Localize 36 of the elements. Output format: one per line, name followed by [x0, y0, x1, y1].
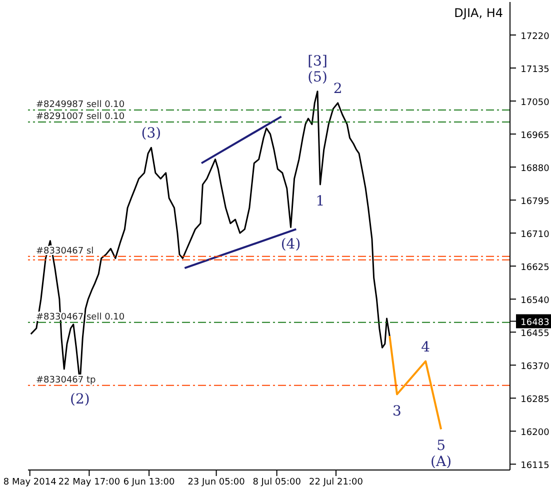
y-tick-label: 16795: [520, 197, 550, 208]
annotation: (2): [70, 392, 90, 408]
annotation: (4): [280, 236, 301, 252]
annotation: (5): [308, 69, 328, 86]
y-tick-label: 16115: [520, 461, 550, 472]
x-tick-label: 22 May 17:00: [58, 477, 120, 488]
annotation: 1: [316, 194, 325, 210]
ref-line-label: #8291007 sell 0.10: [36, 112, 125, 122]
annotation: 5: [436, 438, 446, 454]
x-tick-label: 6 Jun 13:00: [123, 477, 176, 488]
y-tick-label: 16483: [520, 318, 550, 328]
annotation: (A): [430, 454, 452, 470]
y-tick-label: 16880: [520, 164, 550, 174]
y-tick-label: 17220: [520, 32, 550, 42]
annotation: 2: [333, 80, 342, 97]
x-tick-label: 22 Jul 21:00: [309, 477, 364, 488]
chart-title: DJIA, H4: [454, 6, 503, 20]
y-tick-label: 16965: [520, 131, 550, 142]
y-tick-label: 16200: [520, 428, 550, 438]
line-series: [388, 335, 442, 430]
annotation: (3): [141, 126, 162, 142]
y-tick-label: 16710: [520, 230, 550, 240]
y-tick-label: 16455: [520, 329, 550, 340]
annotation: [3]: [308, 53, 328, 70]
ref-line-label: #8249987 sell 0.10: [36, 100, 125, 110]
y-tick-label: 16370: [520, 362, 550, 372]
annotation: 4: [421, 339, 430, 356]
y-tick-label: 17050: [520, 98, 550, 108]
y-tick-label: 17135: [520, 65, 550, 76]
x-tick-label: 23 Jun 05:00: [188, 477, 246, 488]
x-tick-label: 8 Jul 05:00: [252, 477, 302, 488]
y-tick-label: 16540: [520, 296, 550, 306]
x-tick-label: 8 May 2014: [3, 477, 57, 488]
annotation: 3: [392, 403, 402, 420]
y-tick-label: 16285: [520, 395, 550, 406]
y-tick-label: 16625: [520, 263, 550, 274]
